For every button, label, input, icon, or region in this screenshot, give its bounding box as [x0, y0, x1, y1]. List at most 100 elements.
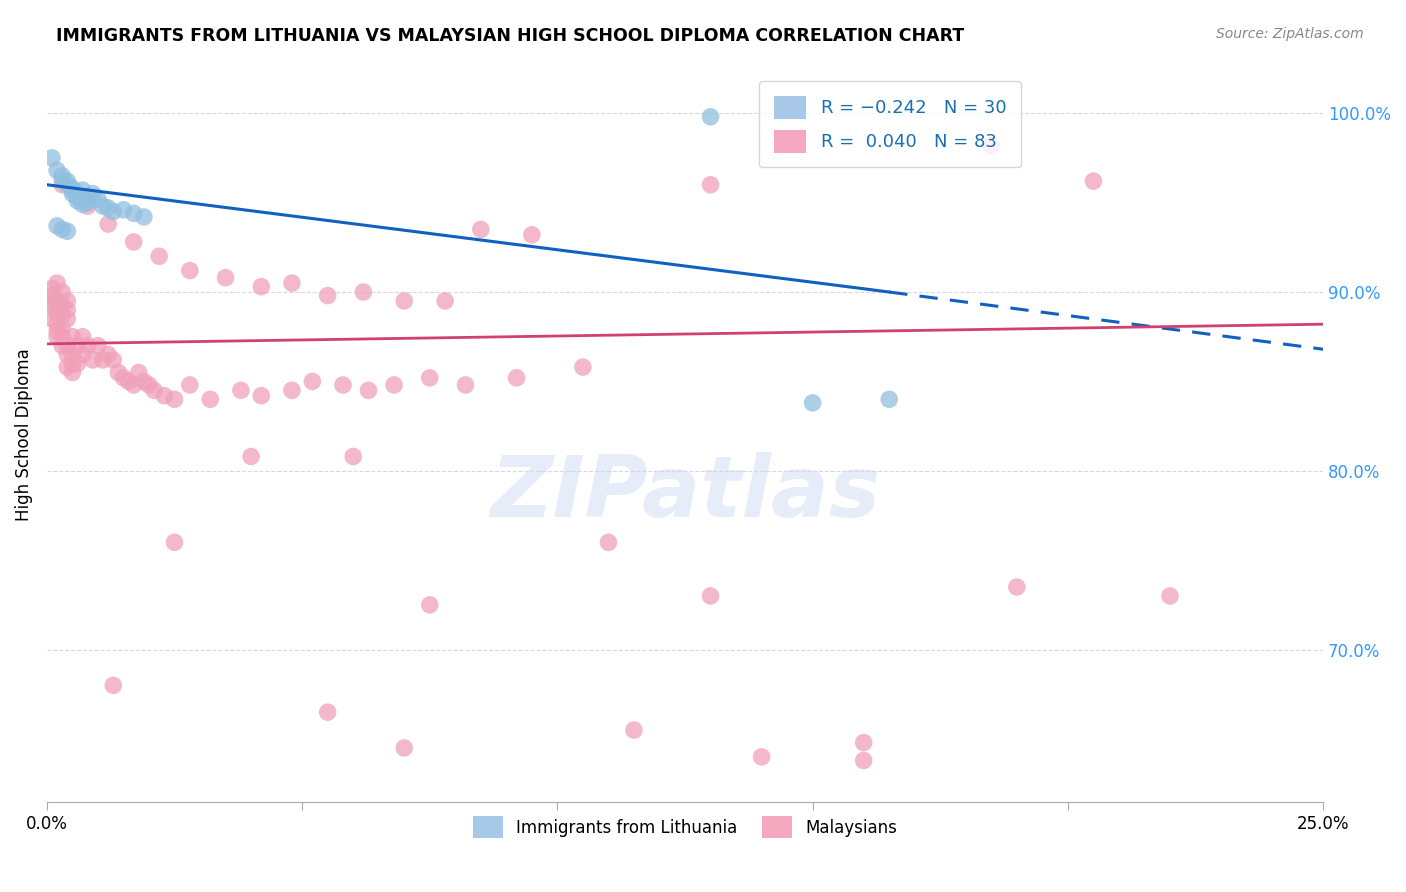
Point [520, 227, 543, 242]
Point [179, 263, 201, 277]
Point [598, 535, 620, 549]
Point [699, 110, 721, 124]
Point [138, 378, 160, 392]
Point [470, 222, 492, 236]
Point [56, 293, 79, 308]
Point [852, 735, 875, 749]
Point [454, 378, 477, 392]
Point [62, 181, 84, 195]
Point [281, 384, 304, 398]
Point [72, 348, 94, 362]
Point [41, 281, 63, 295]
Point [97, 201, 120, 215]
Point [103, 204, 125, 219]
Point [240, 450, 263, 464]
Point [41, 311, 63, 326]
Point [82, 186, 104, 201]
Point [751, 750, 773, 764]
Point [103, 678, 125, 692]
Point [699, 589, 721, 603]
Point [107, 366, 129, 380]
Point [332, 378, 354, 392]
Point [117, 375, 139, 389]
Point [46, 306, 69, 320]
Point [56, 311, 79, 326]
Point [62, 357, 84, 371]
Point [56, 360, 79, 375]
Point [91, 353, 114, 368]
Point [980, 138, 1002, 153]
Point [56, 174, 79, 188]
Point [51, 285, 73, 299]
Point [281, 276, 304, 290]
Point [87, 192, 110, 206]
Point [301, 375, 323, 389]
Point [56, 224, 79, 238]
Point [56, 302, 79, 317]
Point [1005, 580, 1028, 594]
Point [801, 396, 824, 410]
Point [394, 740, 416, 755]
Point [699, 178, 721, 192]
Point [419, 598, 441, 612]
Point [72, 183, 94, 197]
Point [51, 339, 73, 353]
Point [342, 450, 364, 464]
Point [46, 219, 69, 233]
Point [250, 279, 273, 293]
Point [877, 392, 900, 407]
Point [46, 317, 69, 331]
Point [72, 192, 94, 206]
Point [41, 288, 63, 302]
Point [316, 288, 339, 302]
Text: IMMIGRANTS FROM LITHUANIA VS MALAYSIAN HIGH SCHOOL DIPLOMA CORRELATION CHART: IMMIGRANTS FROM LITHUANIA VS MALAYSIAN H… [56, 27, 965, 45]
Point [56, 339, 79, 353]
Point [200, 392, 222, 407]
Point [72, 197, 94, 211]
Point [51, 308, 73, 322]
Point [112, 202, 135, 217]
Point [128, 366, 150, 380]
Point [122, 206, 145, 220]
Point [91, 199, 114, 213]
Point [76, 195, 98, 210]
Point [148, 249, 170, 263]
Point [76, 339, 98, 353]
Point [352, 285, 374, 299]
Point [46, 163, 69, 178]
Point [316, 705, 339, 719]
Point [62, 186, 84, 201]
Point [82, 353, 104, 368]
Point [132, 210, 155, 224]
Point [62, 366, 84, 380]
Point [434, 293, 457, 308]
Point [51, 297, 73, 311]
Point [46, 329, 69, 343]
Point [46, 293, 69, 308]
Point [852, 754, 875, 768]
Point [76, 190, 98, 204]
Point [163, 535, 186, 549]
Point [51, 320, 73, 334]
Point [41, 299, 63, 313]
Point [66, 190, 89, 204]
Point [66, 339, 89, 353]
Point [41, 293, 63, 308]
Point [103, 353, 125, 368]
Point [250, 389, 273, 403]
Point [62, 348, 84, 362]
Point [394, 293, 416, 308]
Point [97, 217, 120, 231]
Point [132, 375, 155, 389]
Point [87, 339, 110, 353]
Point [179, 378, 201, 392]
Point [229, 384, 252, 398]
Point [122, 235, 145, 249]
Text: Source: ZipAtlas.com: Source: ZipAtlas.com [1216, 27, 1364, 41]
Point [51, 329, 73, 343]
Point [51, 178, 73, 192]
Point [76, 199, 98, 213]
Point [163, 392, 186, 407]
Point [51, 172, 73, 186]
Point [1083, 174, 1105, 188]
